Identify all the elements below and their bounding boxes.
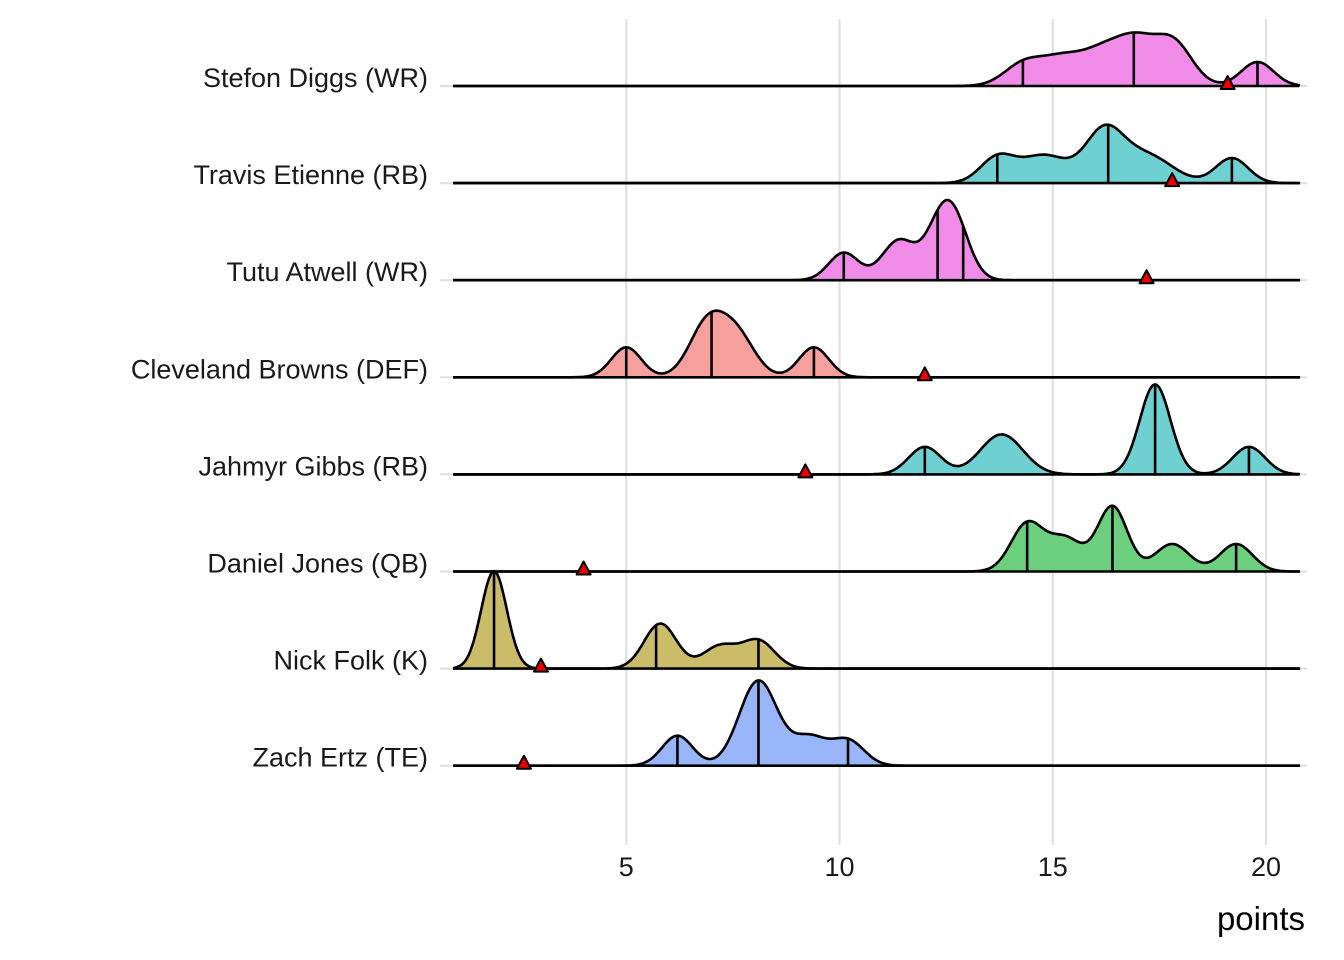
y-axis-labels: Stefon Diggs (WR) Travis Etienne (RB) Tutu…	[131, 63, 428, 773]
ridge-nick-folk-k	[453, 569, 1301, 673]
y-label: Daniel Jones (QB)	[207, 549, 428, 579]
ridge-tutu-atwell-wr	[453, 198, 1301, 285]
x-axis: 5 10 15 20	[619, 852, 1281, 882]
ridge-zach-ertz-te	[453, 679, 1301, 770]
projection-marker	[575, 560, 592, 576]
density-outline	[453, 309, 1301, 379]
density-area	[453, 310, 1301, 378]
density-area	[453, 124, 1301, 184]
y-label: Jahmyr Gibbs (RB)	[198, 451, 428, 481]
projection-marker	[1219, 75, 1236, 90]
density-area	[453, 32, 1301, 86]
density-outline	[453, 679, 1301, 767]
grid-layer	[440, 19, 1307, 845]
x-tick-label: 10	[824, 852, 854, 882]
y-label: Nick Folk (K)	[274, 646, 429, 676]
x-axis-title: points	[1217, 900, 1305, 937]
projection-marker	[1164, 172, 1181, 188]
y-label: Travis Etienne (RB)	[193, 160, 428, 190]
ridge-daniel-jones-qb	[453, 504, 1301, 576]
x-tick-label: 5	[619, 852, 634, 882]
projection-marker	[532, 657, 549, 673]
projection-marker	[916, 366, 933, 382]
y-label: Zach Ertz (TE)	[252, 743, 428, 773]
ridge-travis-etienne-rb	[453, 123, 1301, 188]
x-tick-label: 20	[1251, 852, 1281, 882]
density-area	[453, 505, 1301, 572]
ridge-jahmyr-gibbs-rb	[453, 383, 1301, 479]
y-label: Stefon Diggs (WR)	[203, 63, 428, 93]
density-outline	[453, 569, 1301, 670]
density-area	[453, 680, 1301, 766]
ridge-cleveland-browns-def	[453, 309, 1301, 382]
projection-marker	[1138, 269, 1155, 285]
y-label: Cleveland Browns (DEF)	[131, 354, 428, 384]
x-tick-label: 15	[1038, 852, 1068, 882]
density-area	[453, 200, 1301, 281]
ridges	[453, 31, 1301, 770]
y-label: Tutu Atwell (WR)	[226, 257, 428, 287]
projection-marker	[515, 754, 532, 770]
density-area	[453, 571, 1301, 669]
ridge-stefon-diggs-wr	[453, 31, 1301, 90]
projection-marker	[797, 463, 814, 479]
